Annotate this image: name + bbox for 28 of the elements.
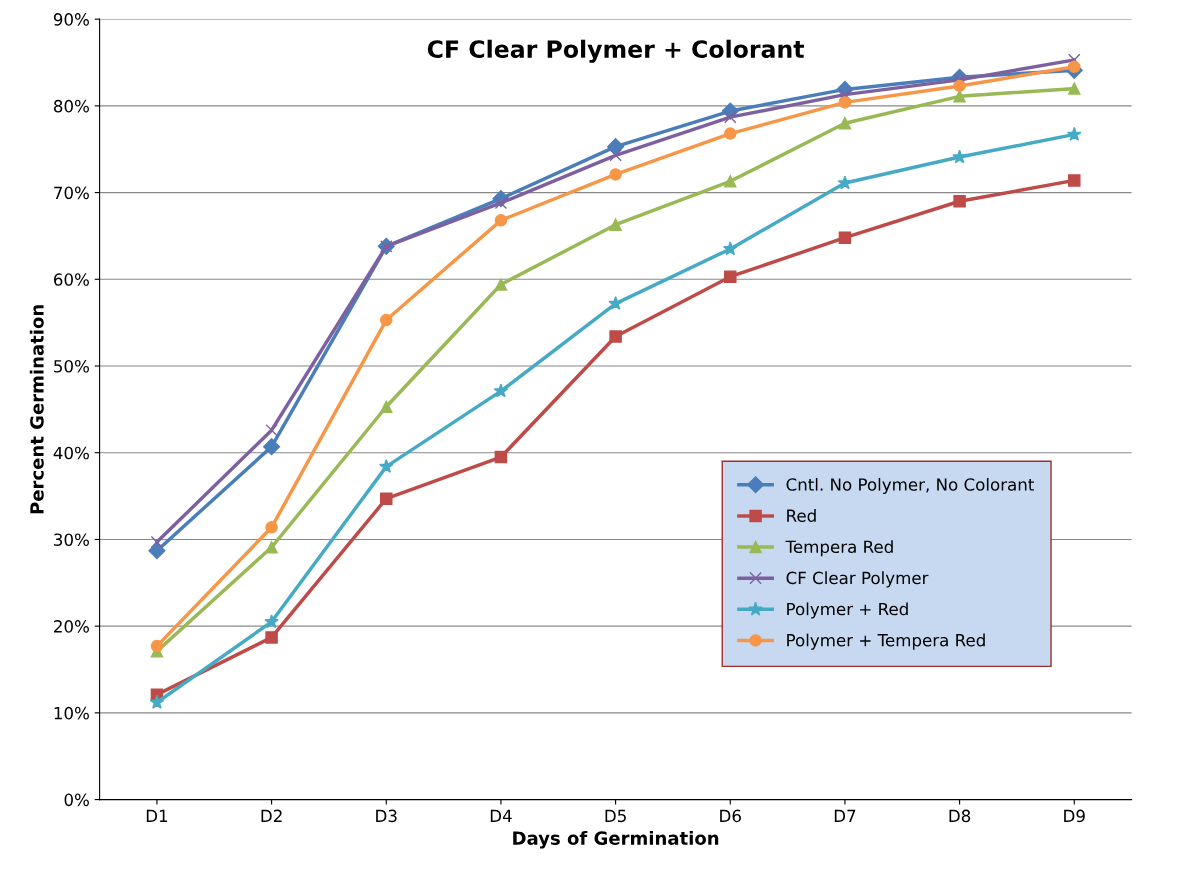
y-tick-label: 40% (53, 446, 89, 460)
y-axis-title: Percent Germination (29, 305, 44, 514)
x-axis-title: Days of Germination (513, 830, 719, 849)
x-tick-label: D8 (949, 809, 971, 823)
x-tick-label: D5 (605, 809, 626, 823)
y-tick-label: 30% (54, 533, 89, 547)
x-tick-label: D4 (490, 809, 512, 822)
y-tick-label: 0% (64, 793, 89, 807)
legend-label: Polymer + Red (787, 602, 908, 619)
legend-label: Tempera Red (785, 540, 893, 557)
y-tick-label: 60% (54, 273, 89, 286)
y-tick-label: 10% (54, 706, 89, 720)
y-tick-label: 20% (54, 620, 89, 633)
y-tick-label: 90% (53, 13, 89, 26)
x-tick-label: D3 (376, 809, 397, 823)
y-tick-label: 50% (54, 359, 89, 373)
x-tick-label: D6 (720, 809, 741, 823)
x-tick-label: D7 (834, 809, 856, 822)
x-tick-label: D9 (1064, 809, 1085, 823)
legend-label: Polymer + Tempera Red (787, 633, 985, 650)
y-tick-label: 80% (53, 99, 89, 113)
x-tick-label: D1 (146, 809, 168, 822)
text: CF Clear Polymer + Colorant (427, 39, 805, 63)
legend-label: Red (787, 509, 816, 522)
legend-label: CF Clear Polymer (786, 571, 929, 588)
y-tick-label: 70% (54, 186, 89, 200)
x-tick-label: D2 (261, 809, 282, 822)
legend-label: Cntl. No Polymer, No Colorant (786, 477, 1034, 495)
